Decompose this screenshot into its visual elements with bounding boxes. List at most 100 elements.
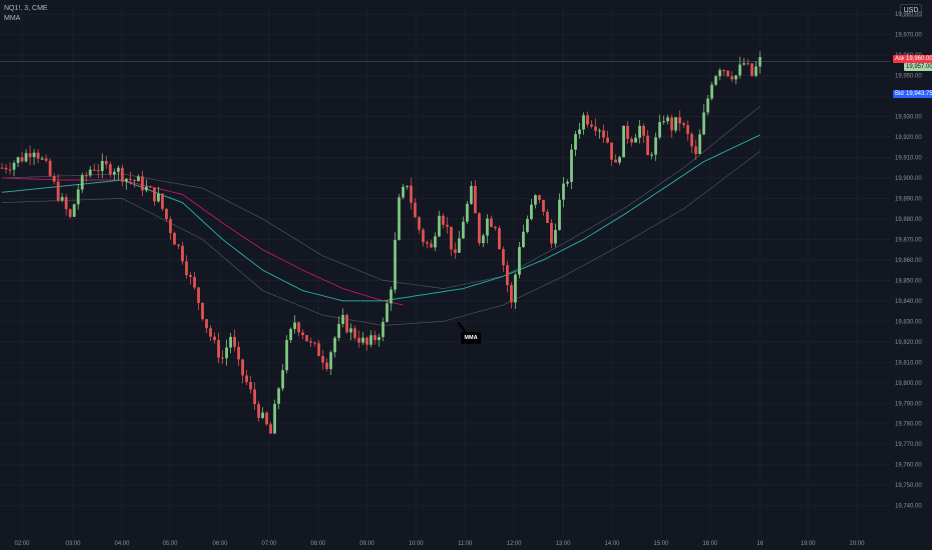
- candle-body: [104, 161, 108, 165]
- candle-body: [217, 340, 220, 358]
- candle-body: [377, 336, 381, 341]
- candle-body: [96, 170, 100, 172]
- candle-body: [305, 335, 309, 342]
- candle-body: [325, 362, 329, 370]
- x-tick-label: 13:00: [555, 541, 571, 547]
- candle-body: [702, 112, 706, 135]
- candle-body: [44, 158, 48, 161]
- y-tick-label: 19,870.00: [895, 237, 922, 243]
- candle-body: [542, 199, 545, 212]
- band-lower: [1, 151, 761, 326]
- moving-averages: [1, 134, 761, 306]
- bid-label: Bid: [893, 90, 906, 98]
- candle-body: [84, 175, 88, 177]
- candle-body: [381, 321, 385, 337]
- candle-body: [746, 63, 750, 65]
- candle-body: [157, 193, 160, 202]
- bid-price-tag: 19,943.75: [904, 90, 932, 98]
- candle-body: [241, 359, 245, 376]
- callout-pointer: [457, 321, 467, 334]
- candle-body: [638, 125, 642, 138]
- x-tick-label: 15:00: [653, 541, 669, 547]
- y-tick-label: 19,880.00: [895, 217, 922, 223]
- y-tick-label: 19,890.00: [895, 196, 922, 202]
- candle-body: [165, 208, 168, 220]
- candle-body: [493, 226, 497, 229]
- x-tick-label: 02:00: [14, 541, 30, 547]
- candle-body: [201, 302, 204, 320]
- candle-body: [429, 243, 433, 248]
- candle-body: [710, 84, 714, 99]
- mma-callout: MMA: [461, 332, 481, 344]
- candle-body: [758, 57, 762, 67]
- x-tick-label: 10:00: [408, 541, 424, 547]
- candle-body: [738, 64, 742, 76]
- x-tick-label: 12:00: [506, 541, 522, 547]
- candle-body: [245, 375, 249, 382]
- candle-body: [670, 117, 674, 131]
- candle-body: [317, 343, 321, 357]
- candle-body: [357, 337, 361, 343]
- candle-body: [481, 235, 485, 244]
- candle-body: [586, 115, 589, 125]
- candle-body: [52, 175, 56, 182]
- candle-body: [401, 186, 405, 198]
- candle-body: [698, 134, 702, 154]
- candle-body: [642, 125, 646, 136]
- candle-body: [421, 229, 425, 243]
- indicator-legend[interactable]: MMA: [4, 15, 21, 22]
- candle-body: [409, 185, 413, 203]
- candle-body: [4, 167, 8, 170]
- candle-body: [706, 98, 710, 113]
- candle-body: [405, 185, 409, 187]
- y-tick-label: 19,900.00: [895, 176, 922, 182]
- candle-body: [253, 389, 257, 405]
- candle-body: [197, 287, 200, 303]
- candle-body: [369, 335, 373, 345]
- candle-body: [173, 233, 176, 245]
- candle-body: [28, 153, 32, 158]
- candle-body: [389, 289, 393, 304]
- candle-body: [205, 319, 208, 329]
- candle-body: [461, 221, 465, 239]
- y-tick-label: 19,930.00: [895, 115, 922, 121]
- candle-body: [32, 152, 36, 158]
- candle-body: [473, 185, 477, 214]
- candle-body: [554, 229, 557, 244]
- currency-button[interactable]: USD: [900, 4, 922, 17]
- candle-body: [654, 137, 658, 155]
- candle-body: [361, 337, 365, 343]
- symbol-label[interactable]: NQ1!, 3, CME: [4, 5, 48, 12]
- candle-body: [538, 195, 541, 200]
- candle-body: [385, 303, 389, 322]
- candle-body: [100, 161, 104, 172]
- candle-body: [505, 265, 509, 286]
- candle-body: [313, 342, 317, 344]
- candle-body: [108, 164, 112, 175]
- candle-body: [56, 181, 60, 201]
- candle-body: [509, 285, 513, 303]
- x-tick-label: 04:00: [114, 541, 130, 547]
- candle-body: [453, 249, 457, 253]
- candle-body: [60, 197, 64, 201]
- candle-body: [293, 322, 297, 329]
- candle-body: [321, 356, 325, 363]
- candle-body: [550, 222, 553, 244]
- candle-body: [525, 218, 529, 232]
- candle-body: [598, 130, 601, 132]
- candle-body: [686, 125, 690, 135]
- candle-body: [750, 63, 754, 76]
- candle-body: [289, 328, 293, 341]
- ma-red-line: [1, 177, 404, 306]
- candle-body: [646, 135, 650, 156]
- y-tick-label: 19,830.00: [895, 319, 922, 325]
- y-tick-label: 19,910.00: [895, 156, 922, 162]
- candle-body: [393, 239, 397, 290]
- candle-body: [225, 347, 228, 359]
- candle-body: [674, 117, 678, 131]
- candle-body: [177, 244, 180, 246]
- candle-body: [40, 158, 44, 160]
- candle-body: [124, 178, 128, 182]
- x-tick-label: 16:00: [702, 541, 718, 547]
